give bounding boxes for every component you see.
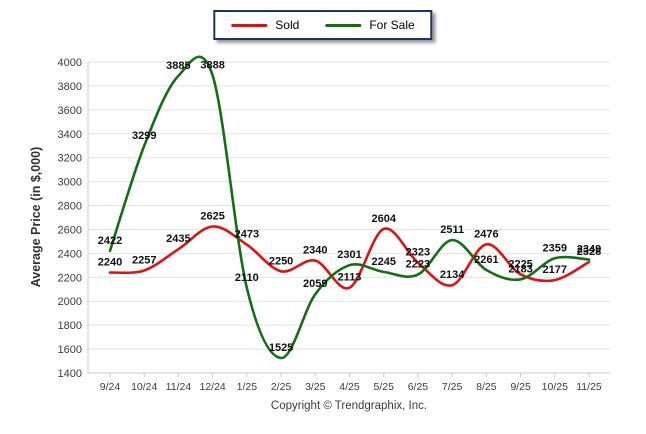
svg-text:2625: 2625 [200,210,224,222]
svg-text:1400: 1400 [58,368,82,380]
svg-text:2240: 2240 [98,257,122,269]
legend-item-for-sale: For Sale [325,18,415,32]
svg-text:2301: 2301 [337,249,361,261]
for-sale-line-swatch [325,23,362,27]
svg-text:2000: 2000 [58,296,82,308]
svg-text:3299: 3299 [132,130,156,142]
svg-text:2261: 2261 [474,254,498,266]
svg-text:2200: 2200 [58,272,82,284]
for-sale-line [108,55,591,360]
svg-text:4/25: 4/25 [339,381,360,393]
svg-text:2422: 2422 [98,235,122,247]
svg-text:3800: 3800 [58,81,82,93]
svg-text:10/24: 10/24 [131,381,157,393]
svg-text:3000: 3000 [58,177,82,189]
svg-text:8/25: 8/25 [476,381,497,393]
svg-text:2511: 2511 [440,224,464,236]
svg-text:1800: 1800 [58,320,82,332]
legend-label-for-sale: For Sale [369,18,415,32]
svg-text:2225: 2225 [508,258,532,270]
svg-text:2600: 2600 [58,224,82,236]
svg-text:2223: 2223 [406,259,430,271]
svg-text:3600: 3600 [58,105,82,117]
svg-text:9/25: 9/25 [510,381,531,393]
svg-text:2134: 2134 [440,269,465,281]
copyright-text: Copyright © Trendgraphix, Inc. [270,400,428,412]
svg-text:6/25: 6/25 [408,381,429,393]
svg-text:1525: 1525 [269,342,293,354]
svg-text:2113: 2113 [338,272,362,284]
svg-text:2245: 2245 [371,256,395,268]
svg-text:3/25: 3/25 [305,381,326,393]
svg-text:7/25: 7/25 [442,381,463,393]
svg-text:9/24: 9/24 [100,381,121,393]
svg-text:1600: 1600 [58,344,82,356]
sold-line [108,225,591,290]
svg-text:2400: 2400 [58,248,82,260]
svg-text:2059: 2059 [303,278,327,290]
y-axis-title: Average Price (in $,000) [29,146,43,288]
svg-text:1/25: 1/25 [237,381,258,393]
svg-text:2604: 2604 [371,213,396,225]
chart-legend: Sold For Sale [213,10,433,40]
svg-text:2349: 2349 [577,243,601,255]
svg-text:12/24: 12/24 [200,381,226,393]
svg-text:3400: 3400 [58,129,82,141]
svg-text:5/25: 5/25 [373,381,394,393]
svg-text:2183: 2183 [508,263,532,275]
svg-text:4000: 4000 [58,57,82,69]
svg-text:2257: 2257 [132,254,156,266]
svg-text:3200: 3200 [58,153,82,165]
svg-text:10/25: 10/25 [542,381,568,393]
svg-text:2340: 2340 [303,245,327,257]
svg-text:2110: 2110 [235,272,259,284]
svg-text:2177: 2177 [543,264,567,276]
svg-text:2435: 2435 [166,233,190,245]
svg-text:3888: 3888 [200,59,224,71]
svg-text:3885: 3885 [166,60,190,72]
svg-text:11/24: 11/24 [166,381,192,393]
svg-text:2476: 2476 [474,228,498,240]
svg-text:2800: 2800 [58,201,82,213]
legend-label-sold: Sold [275,18,300,32]
svg-text:2473: 2473 [235,229,259,241]
sold-line-swatch [231,23,268,27]
svg-text:2323: 2323 [406,247,430,259]
svg-text:2250: 2250 [269,255,293,267]
svg-text:2359: 2359 [543,242,567,254]
svg-text:2/25: 2/25 [271,381,292,393]
legend-item-sold: Sold [231,18,299,32]
svg-text:2328: 2328 [577,246,601,258]
svg-text:11/25: 11/25 [576,381,602,393]
